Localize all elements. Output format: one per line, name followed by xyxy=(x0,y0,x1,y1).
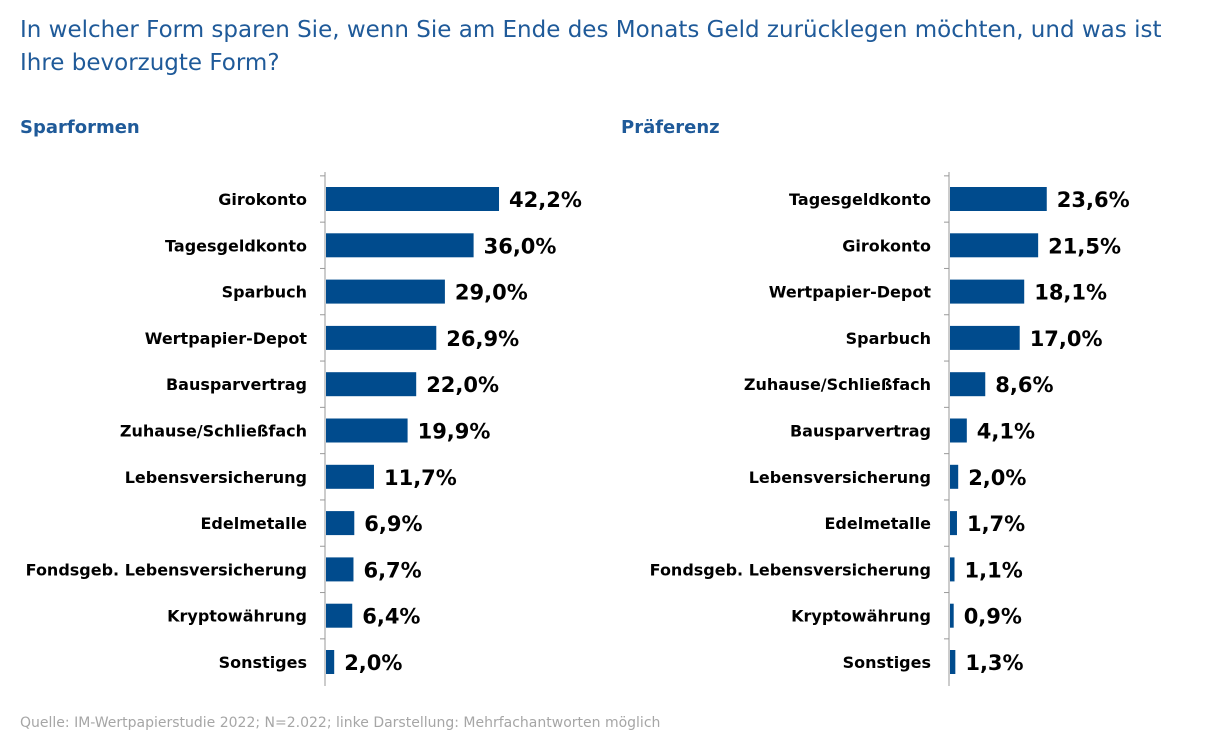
right-chart-value-label: 0,9% xyxy=(964,605,1022,629)
left-chart-bar xyxy=(326,464,374,489)
right-chart-category-label: Girokonto xyxy=(842,236,931,255)
left-chart-category-label: Zuhause/Schließfach xyxy=(120,422,307,441)
right-chart-value-label: 18,1% xyxy=(1034,281,1107,305)
right-chart-bar xyxy=(950,233,1039,258)
left-chart-value-label: 22,0% xyxy=(426,373,499,397)
left-chart-value-label: 6,7% xyxy=(363,558,421,582)
left-chart-value-label: 36,0% xyxy=(484,234,557,258)
right-chart-value-label: 1,7% xyxy=(967,512,1025,536)
right-chart-bar xyxy=(950,418,967,443)
left-bar-chart: Girokonto 42,2% Tagesgeldkonto 36,0% Sparbuc… xyxy=(26,172,582,686)
right-chart-bar xyxy=(950,603,954,628)
left-chart-bar xyxy=(326,187,500,211)
right-chart-bar xyxy=(950,464,959,489)
left-chart-bar xyxy=(326,603,353,628)
right-chart-bar xyxy=(950,372,986,397)
left-chart-category-label: Fondsgeb. Lebensversicherung xyxy=(26,560,307,579)
left-chart-bar xyxy=(326,650,335,674)
left-chart-bar xyxy=(326,372,417,397)
right-chart-bar xyxy=(950,557,955,582)
right-chart-category-label: Kryptowährung xyxy=(791,607,931,626)
right-chart-category-label: Tagesgeldkonto xyxy=(789,190,931,209)
right-chart-value-label: 1,3% xyxy=(965,651,1023,675)
left-chart-category-label: Lebensversicherung xyxy=(125,468,307,487)
right-chart-bar xyxy=(950,325,1020,350)
right-chart-category-label: Zuhause/Schließfach xyxy=(744,375,931,394)
right-chart-value-label: 17,0% xyxy=(1030,327,1103,351)
left-chart-bar xyxy=(326,279,445,304)
right-chart-bar xyxy=(950,511,957,536)
left-chart-value-label: 6,4% xyxy=(362,605,420,629)
left-chart-value-label: 19,9% xyxy=(418,420,491,444)
left-chart-value-label: 42,2% xyxy=(509,188,582,212)
right-bar-chart: Tagesgeldkonto 23,6% Girokonto 21,5% Wertpap… xyxy=(650,172,1130,686)
left-chart-category-label: Edelmetalle xyxy=(200,514,307,533)
right-chart-value-label: 23,6% xyxy=(1057,188,1130,212)
right-chart-category-label: Lebensversicherung xyxy=(749,468,931,487)
left-chart-category-label: Tagesgeldkonto xyxy=(165,236,307,255)
left-chart-category-label: Bausparvertrag xyxy=(166,375,307,394)
left-chart-category-label: Wertpapier-Depot xyxy=(145,329,308,348)
left-chart-value-label: 11,7% xyxy=(384,466,457,490)
left-chart-bar xyxy=(326,325,437,350)
right-chart-bar xyxy=(950,187,1047,211)
right-chart-category-label: Wertpapier-Depot xyxy=(769,283,932,302)
left-chart-category-label: Sonstiges xyxy=(219,653,307,672)
right-chart-bar xyxy=(950,650,956,674)
left-chart-value-label: 2,0% xyxy=(344,651,402,675)
right-chart-value-label: 4,1% xyxy=(977,420,1035,444)
right-chart-value-label: 21,5% xyxy=(1048,234,1121,258)
left-chart-value-label: 26,9% xyxy=(446,327,519,351)
right-chart-category-label: Sparbuch xyxy=(846,329,931,348)
right-chart-category-label: Edelmetalle xyxy=(824,514,931,533)
left-chart-bar xyxy=(326,233,474,258)
right-chart-value-label: 8,6% xyxy=(995,373,1053,397)
right-chart-value-label: 2,0% xyxy=(968,466,1026,490)
left-chart-bar xyxy=(326,418,408,443)
right-chart-bar xyxy=(950,279,1025,304)
right-chart-category-label: Sonstiges xyxy=(843,653,931,672)
source-note: Quelle: IM-Wertpapierstudie 2022; N=2.02… xyxy=(20,715,661,731)
right-chart-subtitle: Präferenz xyxy=(621,117,720,138)
left-chart-value-label: 29,0% xyxy=(455,281,528,305)
right-chart-category-label: Fondsgeb. Lebensversicherung xyxy=(650,560,931,579)
left-chart-value-label: 6,9% xyxy=(364,512,422,536)
right-chart-category-label: Bausparvertrag xyxy=(790,422,931,441)
left-chart-bar xyxy=(326,511,355,536)
right-chart-value-label: 1,1% xyxy=(965,558,1023,582)
left-chart-category-label: Kryptowährung xyxy=(167,607,307,626)
left-chart-subtitle: Sparformen xyxy=(20,117,140,138)
left-chart-bar xyxy=(326,557,354,582)
left-chart-category-label: Girokonto xyxy=(218,190,307,209)
chart-title: In welcher Form sparen Sie, wenn Sie am … xyxy=(20,17,1162,76)
left-chart-category-label: Sparbuch xyxy=(222,283,307,302)
